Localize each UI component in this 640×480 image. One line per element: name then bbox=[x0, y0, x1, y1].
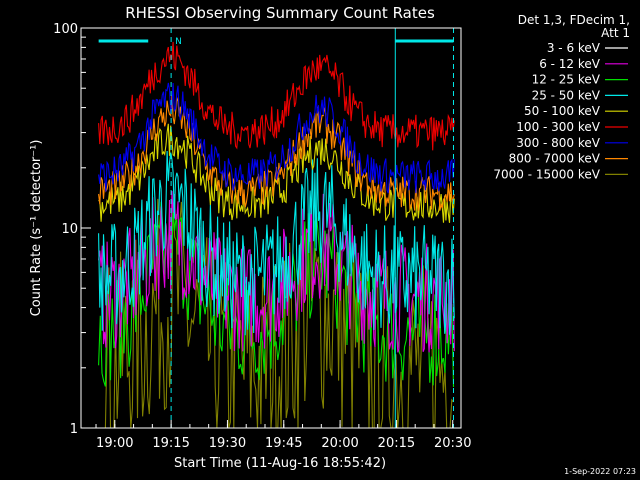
legend-label-5: 100 - 300 keV bbox=[516, 120, 600, 134]
legend-label-2: 12 - 25 keV bbox=[532, 73, 601, 87]
y-tick-label-0: 1 bbox=[70, 422, 78, 437]
legend-label-8: 7000 - 15000 keV bbox=[493, 167, 600, 181]
legend-label-6: 300 - 800 keV bbox=[516, 136, 600, 150]
legend-label-0: 3 - 6 keV bbox=[547, 41, 601, 55]
x-tick-label-0: 19:00 bbox=[96, 436, 133, 451]
series-line-2 bbox=[98, 201, 455, 388]
y-tick-label-1: 10 bbox=[61, 222, 78, 237]
legend-label-3: 25 - 50 keV bbox=[532, 88, 601, 102]
legend: Det 1,3, FDecim 1, Att 1 3 - 6 keV 6 - 12… bbox=[493, 13, 630, 181]
x-tick-label-4: 20:00 bbox=[321, 436, 358, 451]
legend-header-line-1: Det 1,3, FDecim 1, bbox=[518, 13, 630, 27]
legend-label-1: 6 - 12 keV bbox=[539, 57, 601, 71]
x-tick-label-2: 19:30 bbox=[209, 436, 246, 451]
y-tick-label-2: 100 bbox=[53, 22, 78, 37]
legend-label-7: 800 - 7000 keV bbox=[509, 152, 601, 166]
x-tick-label-1: 19:15 bbox=[152, 436, 189, 451]
x-tick-label-5: 20:15 bbox=[378, 436, 415, 451]
x-tick-label-6: 20:30 bbox=[434, 436, 471, 451]
night-marker-label: N bbox=[175, 37, 182, 47]
legend-header-line-2: Att 1 bbox=[601, 26, 630, 40]
chart-title: RHESSI Observing Summary Count Rates bbox=[125, 4, 435, 22]
axes: 19:00 19:15 19:30 19:45 20:00 20:15 20:30 1 10 10… bbox=[53, 22, 471, 451]
y-axis-label: Count Rate (s⁻¹ detector⁻¹) bbox=[29, 140, 44, 317]
x-axis-label: Start Time (11-Aug-16 18:55:42) bbox=[174, 456, 386, 471]
marker-layer: N bbox=[98, 28, 454, 428]
x-tick-label-3: 19:45 bbox=[265, 436, 302, 451]
legend-label-4: 50 - 100 keV bbox=[524, 104, 601, 118]
footer-date: 1-Sep-2022 07:23 bbox=[564, 467, 636, 476]
